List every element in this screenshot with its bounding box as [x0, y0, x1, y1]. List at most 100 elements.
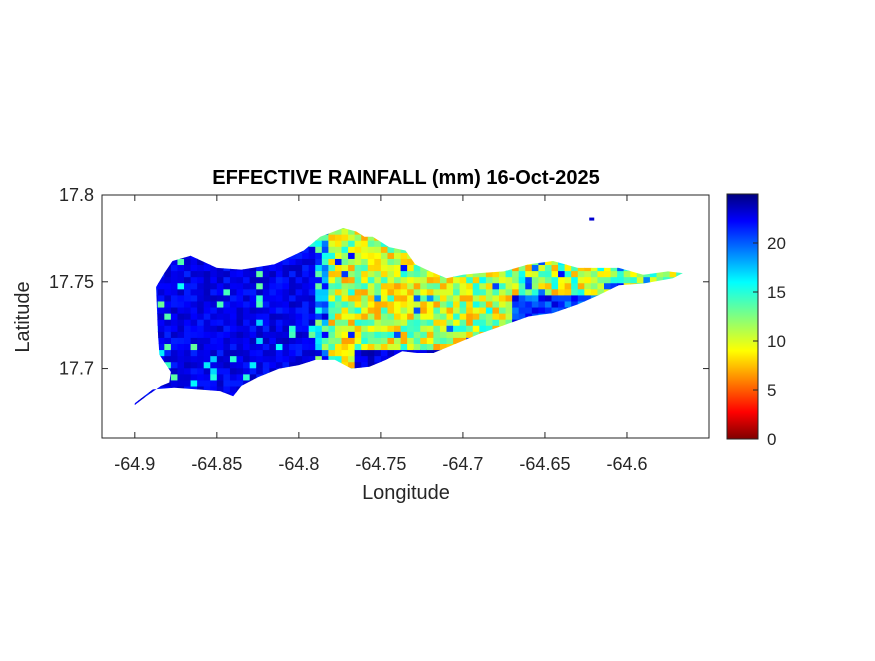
heatmap-cell — [295, 276, 303, 284]
heatmap-cell — [249, 331, 257, 338]
heatmap-cell — [426, 313, 434, 320]
heatmap-cell — [361, 306, 369, 314]
heatmap-cell — [558, 294, 566, 302]
heatmap-cell — [210, 373, 218, 381]
heatmap-cell — [315, 337, 323, 344]
heatmap-cell — [184, 264, 192, 272]
heatmap-cell — [223, 325, 231, 332]
heatmap-cell — [420, 325, 428, 332]
heatmap-cell — [361, 246, 369, 253]
x-tick-label: -64.9 — [114, 454, 155, 474]
heatmap-cell — [197, 258, 205, 266]
heatmap-cell — [348, 349, 356, 357]
heatmap-cell — [636, 276, 644, 284]
heatmap-cell — [321, 240, 329, 247]
heatmap-cell — [190, 276, 198, 284]
heatmap-cell — [374, 246, 382, 253]
heatmap-cell — [256, 294, 264, 302]
heatmap-cell — [184, 367, 192, 375]
heatmap-cell — [282, 264, 290, 272]
heatmap-cell — [341, 246, 349, 253]
heatmap-cell — [433, 325, 441, 332]
heatmap-cell — [367, 282, 375, 290]
heatmap-cell — [394, 258, 402, 266]
heatmap-cell — [229, 367, 238, 375]
heatmap-cell — [380, 331, 389, 338]
heatmap-cell — [485, 306, 494, 314]
heatmap-cell — [177, 379, 185, 387]
heatmap-cell — [262, 306, 270, 314]
heatmap-cell — [518, 313, 526, 320]
heatmap-cell — [216, 313, 224, 320]
heatmap-cell — [584, 282, 592, 290]
heatmap-cell — [321, 300, 329, 308]
colorbar-tick-label: 15 — [767, 283, 786, 302]
heatmap-cell — [334, 300, 343, 308]
heatmap-cell — [544, 294, 553, 302]
heatmap-cell — [269, 355, 277, 363]
heatmap-cell — [649, 276, 658, 284]
heatmap-cell — [446, 294, 454, 302]
heatmap-cell — [289, 288, 297, 296]
heatmap-cell — [446, 276, 454, 284]
heatmap-cell — [302, 331, 310, 338]
heatmap-cell — [380, 300, 389, 308]
heatmap-cell — [374, 337, 382, 344]
heatmap-cell — [269, 349, 277, 357]
heatmap-cell — [453, 337, 461, 344]
heatmap-cell — [203, 337, 211, 344]
heatmap-cell — [223, 379, 231, 387]
heatmap-cell — [249, 300, 257, 308]
heatmap-cell — [282, 258, 290, 266]
heatmap-cell — [243, 270, 251, 278]
heatmap-cell — [420, 343, 428, 351]
heatmap-cell — [328, 300, 336, 308]
x-tick-label: -64.75 — [355, 454, 406, 474]
heatmap-cell — [538, 276, 546, 284]
heatmap-cell — [407, 343, 415, 351]
heatmap-cell — [433, 294, 441, 302]
heatmap-cell — [236, 276, 244, 284]
heatmap-cell — [216, 343, 224, 351]
heatmap-cell — [236, 319, 244, 326]
heatmap-cell — [275, 319, 284, 326]
heatmap-cell — [341, 331, 349, 338]
heatmap-cell — [492, 276, 500, 284]
heatmap-cell — [525, 300, 533, 308]
heatmap-cell — [269, 367, 277, 375]
heatmap-cell — [328, 337, 336, 344]
heatmap-cell — [492, 306, 500, 314]
heatmap-cell — [249, 282, 257, 290]
heatmap-cell — [348, 343, 356, 351]
heatmap-cell — [466, 300, 474, 308]
heatmap-cell — [361, 300, 369, 308]
heatmap-cell — [348, 258, 356, 266]
heatmap-cell — [308, 288, 316, 296]
heatmap-cell — [170, 258, 179, 266]
heatmap-cell — [229, 300, 238, 308]
heatmap-cell — [334, 319, 343, 326]
heatmap-cell — [466, 294, 474, 302]
heatmap-cell — [210, 361, 218, 369]
heatmap-cell — [407, 258, 415, 266]
heatmap-cell — [472, 288, 480, 296]
heatmap-cell — [223, 385, 231, 393]
heatmap-cell — [210, 343, 218, 351]
heatmap-cell — [256, 361, 264, 369]
heatmap-cell — [308, 264, 316, 272]
heatmap-cell — [236, 349, 244, 357]
heatmap-cell — [151, 385, 159, 393]
heatmap-cell — [334, 252, 343, 259]
heatmap-cell — [367, 276, 375, 284]
heatmap-cell — [262, 276, 270, 284]
heatmap-cell — [564, 288, 572, 296]
heatmap-cell — [229, 288, 238, 296]
heatmap-cell — [354, 313, 362, 320]
heatmap-cell — [400, 264, 408, 272]
heatmap-cell — [367, 240, 375, 247]
heatmap-cell — [302, 337, 310, 344]
heatmap-cell — [531, 294, 539, 302]
heatmap-cell — [243, 288, 251, 296]
heatmap-cell — [420, 300, 428, 308]
heatmap-cell — [348, 252, 356, 259]
